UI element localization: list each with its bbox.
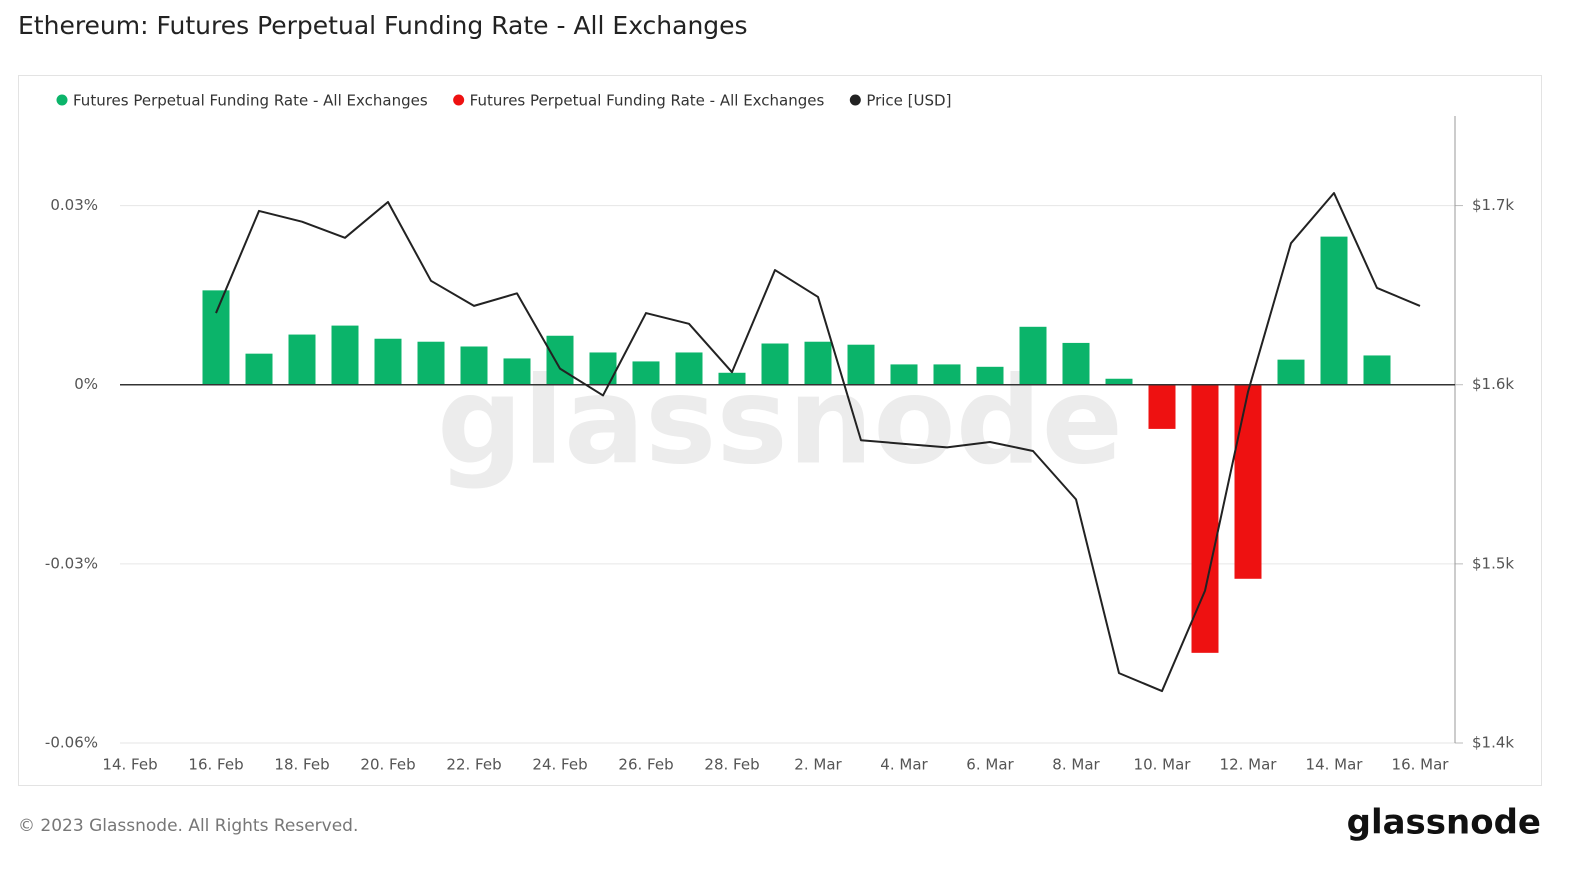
y2-tick-label: $1.6k (1472, 375, 1514, 393)
bar (718, 372, 746, 385)
y-tick-label: -0.06% (45, 734, 98, 752)
footer: © 2023 Glassnode. All Rights Reserved. (18, 816, 358, 836)
x-tick-label: 22. Feb (446, 756, 501, 774)
chart-frame (18, 75, 1542, 786)
bar (546, 335, 574, 385)
x-tick-label: 16. Feb (188, 756, 243, 774)
bar (417, 341, 445, 385)
legend-marker (849, 94, 861, 106)
bar (1148, 384, 1176, 429)
bar (890, 364, 918, 385)
y2-tick-label: $1.5k (1472, 554, 1514, 572)
bar (847, 344, 875, 385)
x-tick-label: 4. Mar (880, 756, 928, 774)
legend-label: Futures Perpetual Funding Rate - All Exc… (73, 92, 428, 110)
legend-label: Price [USD] (866, 92, 951, 110)
bar (288, 334, 316, 385)
legend-label: Futures Perpetual Funding Rate - All Exc… (470, 92, 825, 110)
legend-marker (453, 94, 465, 106)
bar (1191, 384, 1219, 653)
bar (331, 325, 359, 385)
brand-logo: glassnode (1347, 803, 1541, 843)
bar (1363, 355, 1391, 385)
bar (1105, 378, 1133, 385)
bar (589, 352, 617, 385)
y-tick-label: -0.03% (45, 554, 98, 572)
bar (761, 343, 789, 385)
bar (976, 366, 1004, 385)
x-tick-label: 18. Feb (274, 756, 329, 774)
bar (632, 361, 660, 385)
x-tick-label: 20. Feb (360, 756, 415, 774)
x-tick-label: 12. Mar (1220, 756, 1278, 774)
bar (1234, 384, 1262, 579)
x-tick-label: 8. Mar (1052, 756, 1100, 774)
y-tick-label: 0.03% (50, 196, 98, 214)
x-tick-label: 6. Mar (966, 756, 1014, 774)
bar (374, 338, 402, 385)
x-tick-label: 10. Mar (1134, 756, 1192, 774)
bar (1019, 326, 1047, 385)
bar (460, 346, 488, 385)
bar (933, 364, 961, 385)
bar (1320, 236, 1348, 385)
x-tick-label: 24. Feb (532, 756, 587, 774)
x-tick-label: 2. Mar (794, 756, 842, 774)
price-line (215, 192, 1421, 693)
y2-tick-label: $1.4k (1472, 734, 1514, 752)
chart-title: Ethereum: Futures Perpetual Funding Rate… (18, 11, 748, 40)
x-tick-label: 14. Mar (1306, 756, 1364, 774)
bar (503, 358, 531, 385)
bar (245, 353, 273, 385)
x-tick-label: 14. Feb (102, 756, 157, 774)
y2-tick-label: $1.7k (1472, 196, 1514, 214)
legend-marker (56, 94, 68, 106)
bar (675, 352, 703, 385)
bar (1277, 359, 1305, 385)
x-tick-label: 26. Feb (618, 756, 673, 774)
x-tick-label: 16. Mar (1392, 756, 1450, 774)
y-tick-label: 0% (74, 375, 98, 393)
bar (804, 341, 832, 385)
bar (1062, 342, 1090, 385)
bar (202, 290, 230, 385)
x-tick-label: 28. Feb (704, 756, 759, 774)
